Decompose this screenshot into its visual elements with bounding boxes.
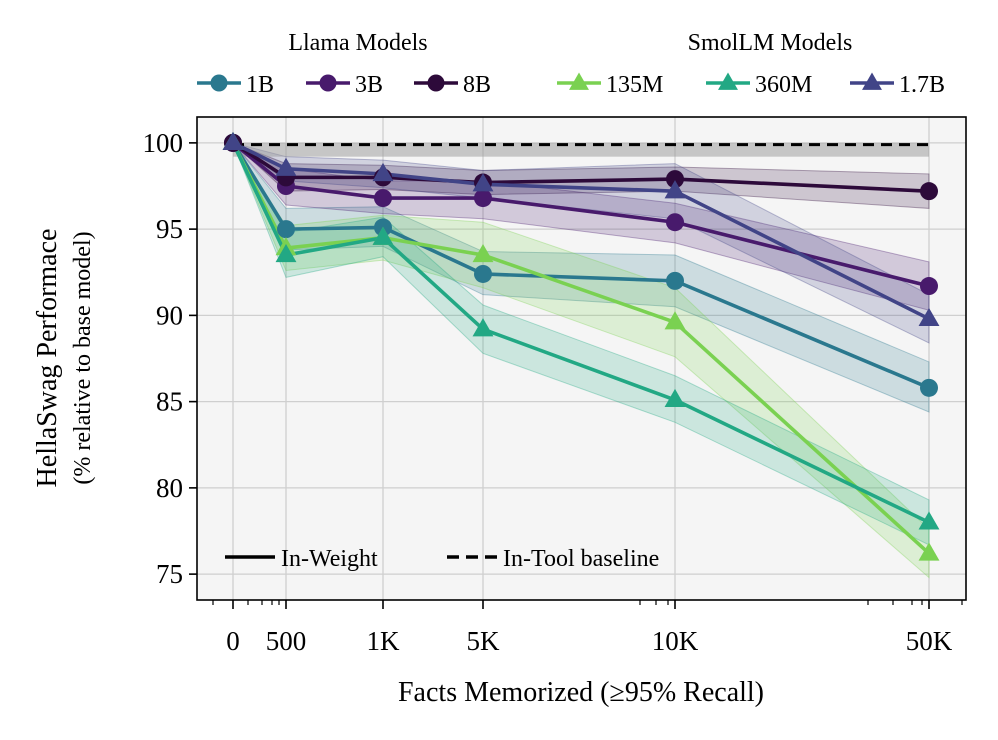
point-360m xyxy=(372,226,394,245)
x-tick-label: 5K xyxy=(467,626,501,656)
plot-area xyxy=(197,117,966,600)
series-markers xyxy=(222,131,940,561)
point-360m xyxy=(472,318,494,337)
point-3b xyxy=(474,189,492,208)
point-1-7b xyxy=(918,307,940,326)
legend-marker-1-7b xyxy=(862,72,882,90)
style-legend-label: In-Tool baseline xyxy=(503,546,659,572)
line-360m xyxy=(231,142,930,524)
point-1-7b xyxy=(472,173,494,192)
point-1-7b xyxy=(275,157,297,176)
x-tick-label: 1K xyxy=(367,626,401,656)
legend-label-1b: 1B xyxy=(246,72,274,98)
legend-title-llama: Llama Models xyxy=(288,30,427,56)
legend-marker-1b xyxy=(210,74,228,92)
y-tick-label: 80 xyxy=(156,473,183,503)
point-8b xyxy=(920,182,938,201)
axes: 75 80 85 90 95 100 0 500 1K 5K 10K 50K xyxy=(143,128,963,656)
x-tick-label: 500 xyxy=(266,626,307,656)
x-tick-label: 0 xyxy=(226,626,240,656)
line-1b xyxy=(231,141,930,390)
point-360m xyxy=(275,244,297,263)
x-tick-label: 50K xyxy=(906,626,953,656)
legend-marker-8b xyxy=(427,74,445,92)
point-3b xyxy=(374,189,392,208)
plot-frame xyxy=(196,116,967,601)
point-135m xyxy=(472,244,494,263)
point-3b xyxy=(920,277,938,296)
point-3b xyxy=(666,213,684,232)
y-tick-label: 90 xyxy=(156,300,183,330)
point-1-7b xyxy=(372,162,394,182)
legend-marker-3b xyxy=(319,74,337,92)
point-8b xyxy=(666,170,684,189)
legend: 1B 3B 8B 135M 360M 1.7B xyxy=(197,72,945,98)
y-tick-label: 85 xyxy=(156,387,183,417)
baseline-layer xyxy=(233,142,929,157)
point-1-7b xyxy=(664,180,686,199)
legend-marker-135m xyxy=(569,72,589,90)
x-tick-label: 10K xyxy=(652,626,699,656)
legend-label-3b: 3B xyxy=(355,72,383,98)
y-tick-label: 95 xyxy=(156,214,183,244)
line-1-7b xyxy=(232,141,930,321)
point-135m xyxy=(664,311,686,330)
point-360m xyxy=(664,388,686,408)
point-1b xyxy=(277,220,295,239)
point-1b xyxy=(474,264,492,283)
style-legend-label: In-Weight xyxy=(281,546,378,572)
legend-label-360m: 360M xyxy=(755,72,812,98)
x-axis-title: Facts Memorized (≥95% Recall) xyxy=(398,677,764,708)
y-axis-subtitle: (% relative to base model) xyxy=(70,231,96,484)
legend-marker-360m xyxy=(718,72,738,90)
y-tick-label: 75 xyxy=(156,559,183,589)
legend-label-8b: 8B xyxy=(463,72,491,98)
point-135m xyxy=(918,542,940,561)
point-360m xyxy=(918,511,940,530)
point-1b xyxy=(666,271,684,290)
style-legend: In-Weight In-Tool baseline xyxy=(225,546,659,572)
point-1b xyxy=(920,378,938,397)
legend-title-smollm: SmolLM Models xyxy=(688,30,853,56)
legend-label-135m: 135M xyxy=(606,72,663,98)
legend-label-1-7b: 1.7B xyxy=(899,72,945,98)
y-tick-label: 100 xyxy=(143,128,184,158)
baseline-band xyxy=(233,142,929,157)
point-1-7b xyxy=(222,131,244,151)
y-axis-title: HellaSwag Performace xyxy=(32,229,63,488)
